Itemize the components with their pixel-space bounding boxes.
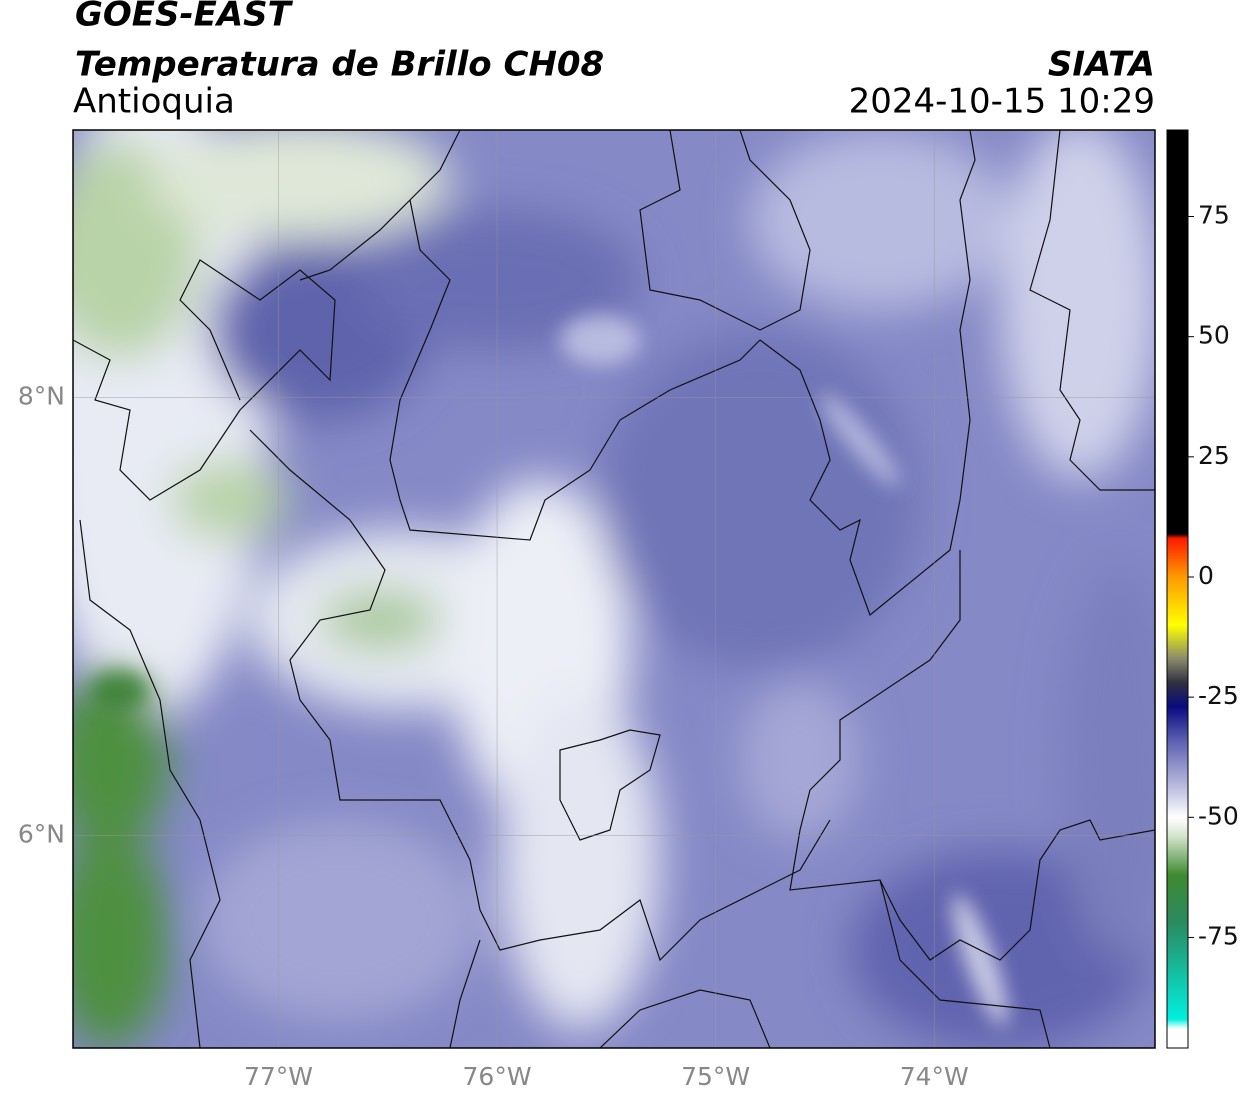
x-tick-label: 75°W xyxy=(681,1062,750,1091)
colorbar-tick-label: 0 xyxy=(1198,561,1214,590)
colorbar xyxy=(1166,129,1189,1049)
subtitle: Temperatura de Brillo CH08 xyxy=(75,45,604,85)
boundaries xyxy=(73,130,1155,1048)
y-tick-label: 6°N xyxy=(18,819,65,848)
colorbar-tick-label: 25 xyxy=(1198,441,1230,470)
grid xyxy=(73,130,1155,1048)
y-tick-label: 8°N xyxy=(18,381,65,410)
map-frame xyxy=(72,129,1156,1049)
source: SIATA xyxy=(1048,45,1155,85)
colorbar-tick-label: 75 xyxy=(1198,201,1230,230)
x-tick-label: 76°W xyxy=(463,1062,532,1091)
region: Antioquia xyxy=(73,82,235,122)
colorbar-tick-label: -25 xyxy=(1198,681,1239,710)
map-image xyxy=(73,130,1155,1048)
colorbar-tick-label: 50 xyxy=(1198,321,1230,350)
colorbar-tick-label: -75 xyxy=(1198,921,1239,950)
colorbar-tick-label: -50 xyxy=(1198,801,1239,830)
timestamp: 2024-10-15 10:29 xyxy=(849,82,1155,122)
title: GOES-EAST xyxy=(75,0,294,35)
x-tick-label: 74°W xyxy=(900,1062,969,1091)
x-tick-label: 77°W xyxy=(244,1062,313,1091)
